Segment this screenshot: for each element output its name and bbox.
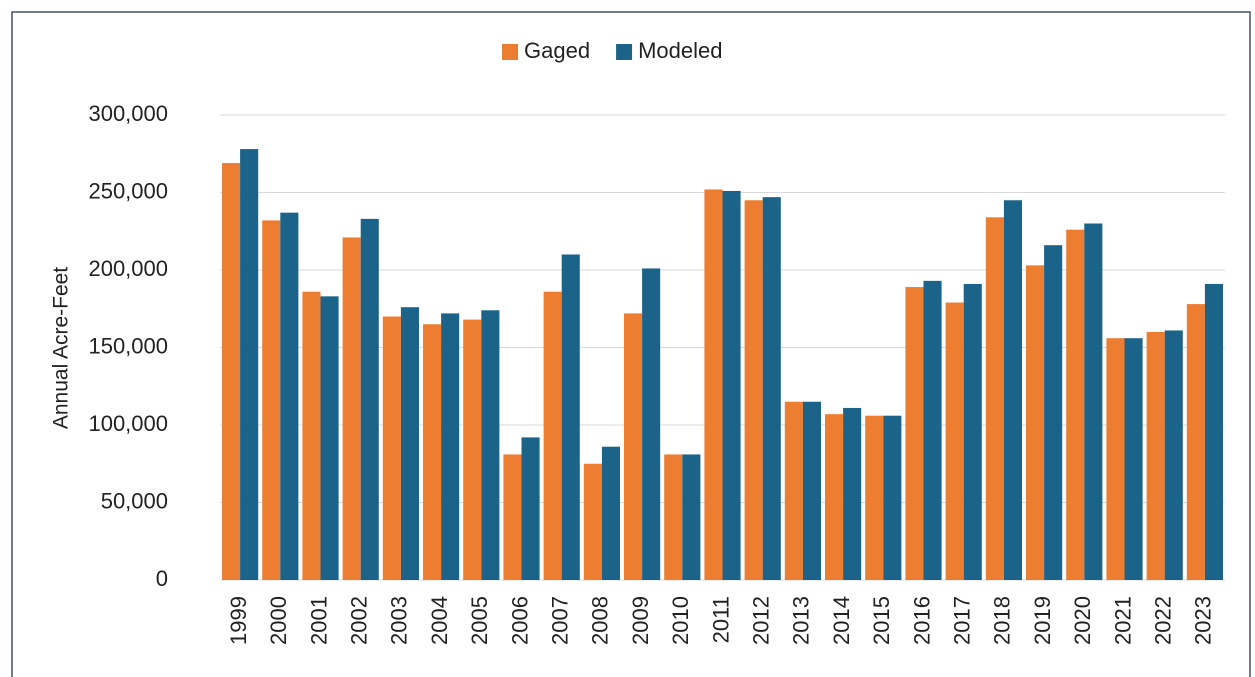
x-tick-label: 2004 bbox=[427, 596, 452, 645]
bar bbox=[1164, 330, 1183, 580]
bar bbox=[262, 220, 281, 580]
bar bbox=[423, 324, 442, 580]
x-tick-label: 2018 bbox=[990, 596, 1015, 645]
bar bbox=[905, 287, 924, 580]
y-tick-label: 50,000 bbox=[101, 488, 168, 513]
bar bbox=[240, 149, 259, 580]
bar bbox=[945, 302, 964, 580]
x-tick-label: 1999 bbox=[226, 596, 251, 645]
bar bbox=[722, 190, 741, 580]
bar bbox=[1026, 265, 1045, 580]
legend-label: Gaged bbox=[524, 38, 590, 63]
bar bbox=[222, 163, 241, 581]
bar bbox=[985, 217, 1004, 581]
legend-swatch bbox=[616, 44, 633, 60]
bar bbox=[561, 254, 580, 580]
bar bbox=[802, 401, 821, 580]
x-tick-label: 2020 bbox=[1070, 596, 1095, 645]
bar bbox=[481, 310, 500, 580]
legend-label: Modeled bbox=[638, 38, 722, 63]
bar bbox=[441, 313, 460, 580]
bar bbox=[1066, 229, 1085, 580]
y-axis-title: Annual Acre-Feet bbox=[50, 267, 73, 429]
bar bbox=[583, 463, 602, 580]
bar bbox=[664, 454, 683, 580]
x-tick-label: 2022 bbox=[1151, 596, 1176, 645]
bar bbox=[463, 319, 482, 580]
bar bbox=[320, 296, 339, 580]
y-tick-label: 0 bbox=[156, 566, 168, 591]
x-tick-label: 2000 bbox=[266, 596, 291, 645]
bar bbox=[400, 307, 419, 580]
x-tick-label: 2003 bbox=[387, 596, 412, 645]
x-tick-label: 2021 bbox=[1110, 596, 1135, 645]
x-tick-label: 2012 bbox=[749, 596, 774, 645]
bar bbox=[825, 414, 844, 580]
x-tick-label: 2007 bbox=[548, 596, 573, 645]
bar bbox=[883, 415, 902, 580]
legend-swatch bbox=[502, 44, 518, 60]
bar bbox=[1204, 283, 1223, 580]
bar bbox=[1146, 332, 1165, 580]
bar bbox=[302, 291, 321, 580]
bar bbox=[642, 268, 661, 580]
bar bbox=[382, 316, 401, 580]
y-tick-label: 300,000 bbox=[88, 101, 168, 126]
x-tick-label: 2001 bbox=[306, 596, 331, 645]
bar bbox=[963, 283, 982, 580]
x-tick-label: 2005 bbox=[467, 596, 492, 645]
bar bbox=[923, 280, 942, 580]
bar bbox=[1084, 223, 1103, 580]
x-tick-label: 2006 bbox=[507, 596, 532, 645]
x-tick-label: 2008 bbox=[588, 596, 613, 645]
x-tick-label: 2019 bbox=[1030, 596, 1055, 645]
bar bbox=[624, 313, 643, 580]
bar bbox=[762, 197, 781, 580]
y-tick-label: 200,000 bbox=[88, 256, 168, 281]
x-tick-label: 2013 bbox=[789, 596, 814, 645]
bar bbox=[280, 212, 299, 580]
bar bbox=[1186, 304, 1205, 580]
bar bbox=[682, 454, 701, 580]
bar bbox=[1044, 245, 1063, 580]
x-tick-label: 2002 bbox=[347, 596, 372, 645]
bar bbox=[744, 200, 763, 580]
x-tick-label: 2011 bbox=[708, 596, 733, 643]
bar bbox=[360, 218, 379, 580]
bar bbox=[784, 401, 803, 580]
bar bbox=[342, 237, 361, 580]
x-tick-label: 2017 bbox=[950, 596, 975, 645]
x-tick-label: 2014 bbox=[829, 596, 854, 645]
x-tick-label: 2023 bbox=[1191, 596, 1216, 645]
x-tick-label: 2009 bbox=[628, 596, 653, 645]
y-tick-label: 250,000 bbox=[88, 178, 168, 203]
x-tick-label: 2016 bbox=[909, 596, 934, 645]
y-tick-label: 150,000 bbox=[88, 333, 168, 358]
bar bbox=[503, 454, 522, 580]
bar bbox=[543, 291, 562, 580]
bar bbox=[601, 446, 620, 580]
x-tick-label: 2010 bbox=[668, 596, 693, 645]
bar bbox=[1124, 338, 1143, 580]
x-tick-label: 2015 bbox=[869, 596, 894, 645]
y-tick-label: 100,000 bbox=[88, 411, 168, 436]
bar bbox=[1106, 338, 1125, 580]
bar bbox=[843, 407, 862, 580]
bar bbox=[704, 189, 723, 580]
bar bbox=[865, 415, 884, 580]
bar bbox=[1003, 200, 1022, 580]
bar bbox=[521, 437, 540, 580]
